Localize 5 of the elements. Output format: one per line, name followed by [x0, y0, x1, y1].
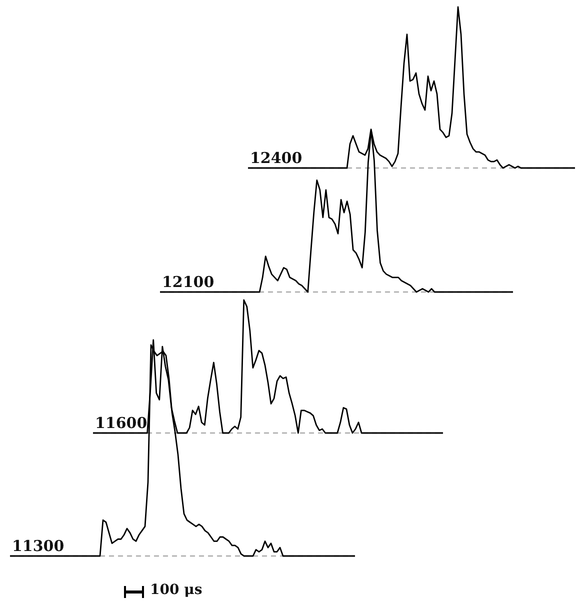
series-label: 12100 [162, 273, 214, 291]
text: 100 μs [150, 582, 202, 598]
series-label: 11600 [95, 414, 148, 432]
series-label: 12400 [250, 149, 302, 167]
series-label: 11300 [12, 537, 64, 555]
